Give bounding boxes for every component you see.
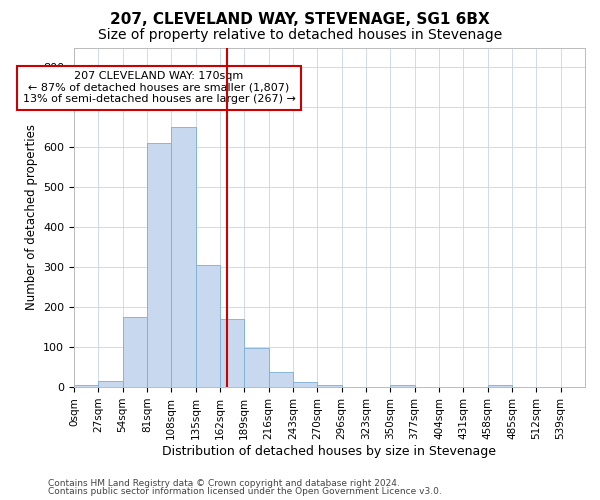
Bar: [244, 348, 269, 387]
Y-axis label: Number of detached properties: Number of detached properties: [25, 124, 38, 310]
Bar: [293, 382, 317, 387]
Text: Contains HM Land Registry data © Crown copyright and database right 2024.: Contains HM Land Registry data © Crown c…: [48, 478, 400, 488]
Text: Contains public sector information licensed under the Open Government Licence v3: Contains public sector information licen…: [48, 487, 442, 496]
Bar: [391, 385, 415, 387]
Bar: [196, 265, 220, 387]
Bar: [317, 385, 341, 387]
Text: Size of property relative to detached houses in Stevenage: Size of property relative to detached ho…: [98, 28, 502, 42]
Text: 207 CLEVELAND WAY: 170sqm
← 87% of detached houses are smaller (1,807)
13% of se: 207 CLEVELAND WAY: 170sqm ← 87% of detac…: [23, 72, 296, 104]
Bar: [171, 128, 196, 387]
Bar: [220, 319, 244, 387]
Bar: [74, 385, 98, 387]
Text: 207, CLEVELAND WAY, STEVENAGE, SG1 6BX: 207, CLEVELAND WAY, STEVENAGE, SG1 6BX: [110, 12, 490, 28]
X-axis label: Distribution of detached houses by size in Stevenage: Distribution of detached houses by size …: [163, 444, 496, 458]
Bar: [269, 372, 293, 387]
Bar: [122, 317, 147, 387]
Bar: [98, 381, 122, 387]
Bar: [488, 385, 512, 387]
Bar: [147, 144, 171, 387]
